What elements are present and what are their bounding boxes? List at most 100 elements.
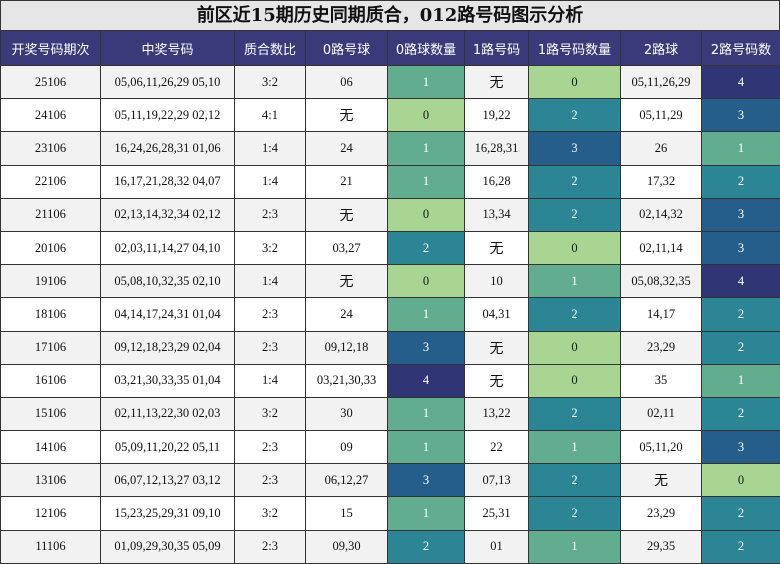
- cell-numbers: 15,23,25,29,31 09,10: [101, 497, 235, 530]
- cell-route2-count: 2: [702, 331, 780, 364]
- cell-ratio: 2:3: [235, 198, 306, 231]
- cell-route2-count: 1: [702, 132, 780, 165]
- cell-issue: 23106: [1, 132, 101, 165]
- cell-route0: 06: [306, 66, 388, 99]
- cell-issue: 20106: [1, 231, 101, 264]
- cell-route1-count: 1: [529, 265, 621, 298]
- cell-route1: 19,22: [465, 99, 529, 132]
- cell-route2-count: 3: [702, 231, 780, 264]
- cell-numbers: 05,09,11,20,22 05,11: [101, 431, 235, 464]
- cell-ratio: 1:4: [235, 265, 306, 298]
- cell-numbers: 05,06,11,26,29 05,10: [101, 66, 235, 99]
- cell-route0-count: 1: [388, 497, 465, 530]
- cell-route2: 05,08,32,35: [621, 265, 702, 298]
- header-ratio: 质合数比: [235, 31, 306, 66]
- cell-route1-count: 2: [529, 198, 621, 231]
- cell-issue: 12106: [1, 497, 101, 530]
- cell-route0: 无: [306, 265, 388, 298]
- cell-route1-count: 2: [529, 497, 621, 530]
- cell-issue: 13106: [1, 464, 101, 497]
- cell-route1: 无: [465, 364, 529, 397]
- cell-route2-count: 3: [702, 99, 780, 132]
- cell-issue: 18106: [1, 298, 101, 331]
- cell-issue: 14106: [1, 431, 101, 464]
- cell-ratio: 1:4: [235, 165, 306, 198]
- cell-route2-count: 0: [702, 464, 780, 497]
- cell-route1: 01: [465, 530, 529, 563]
- cell-issue: 11106: [1, 530, 101, 563]
- cell-route2-count: 4: [702, 66, 780, 99]
- cell-route0-count: 0: [388, 198, 465, 231]
- cell-ratio: 4:1: [235, 99, 306, 132]
- cell-route1-count: 0: [529, 231, 621, 264]
- cell-route0: 09,30: [306, 530, 388, 563]
- cell-route0-count: 3: [388, 464, 465, 497]
- cell-route0: 03,21,30,33: [306, 364, 388, 397]
- header-row: 开奖号码期次 中奖号码 质合数比 0路号球 0路球数量 1路号码 1路号码数量 …: [1, 31, 780, 66]
- cell-route2: 35: [621, 364, 702, 397]
- cell-route0: 24: [306, 132, 388, 165]
- cell-route0-count: 2: [388, 231, 465, 264]
- cell-numbers: 06,07,12,13,27 03,12: [101, 464, 235, 497]
- cell-route2: 17,32: [621, 165, 702, 198]
- cell-route2-count: 3: [702, 198, 780, 231]
- cell-route0-count: 1: [388, 397, 465, 430]
- cell-route2: 14,17: [621, 298, 702, 331]
- cell-route0-count: 2: [388, 530, 465, 563]
- cell-route2: 23,29: [621, 331, 702, 364]
- cell-route1: 22: [465, 431, 529, 464]
- cell-ratio: 3:2: [235, 66, 306, 99]
- cell-route2-count: 1: [702, 364, 780, 397]
- cell-route0: 24: [306, 298, 388, 331]
- cell-ratio: 3:2: [235, 397, 306, 430]
- cell-route1: 25,31: [465, 497, 529, 530]
- cell-ratio: 2:3: [235, 530, 306, 563]
- cell-route0-count: 4: [388, 364, 465, 397]
- cell-route1: 无: [465, 66, 529, 99]
- cell-route0: 09: [306, 431, 388, 464]
- cell-route1: 04,31: [465, 298, 529, 331]
- cell-route0-count: 1: [388, 431, 465, 464]
- cell-route0: 21: [306, 165, 388, 198]
- cell-route1: 10: [465, 265, 529, 298]
- cell-route0: 06,12,27: [306, 464, 388, 497]
- header-route0: 0路号球: [306, 31, 388, 66]
- cell-issue: 17106: [1, 331, 101, 364]
- cell-route0: 无: [306, 99, 388, 132]
- cell-issue: 19106: [1, 265, 101, 298]
- cell-route0-count: 1: [388, 165, 465, 198]
- cell-route2-count: 2: [702, 165, 780, 198]
- header-route2: 2路球: [621, 31, 702, 66]
- cell-ratio: 2:3: [235, 298, 306, 331]
- cell-route2: 02,11,14: [621, 231, 702, 264]
- analysis-table: 开奖号码期次 中奖号码 质合数比 0路号球 0路球数量 1路号码 1路号码数量 …: [0, 30, 780, 564]
- header-route2-count: 2路号码数: [702, 31, 780, 66]
- cell-route1: 无: [465, 331, 529, 364]
- cell-route0: 03,27: [306, 231, 388, 264]
- cell-issue: 24106: [1, 99, 101, 132]
- cell-numbers: 04,14,17,24,31 01,04: [101, 298, 235, 331]
- cell-ratio: 1:4: [235, 364, 306, 397]
- cell-route1-count: 0: [529, 364, 621, 397]
- cell-route0: 无: [306, 198, 388, 231]
- cell-route0-count: 1: [388, 66, 465, 99]
- cell-numbers: 02,03,11,14,27 04,10: [101, 231, 235, 264]
- cell-route2: 29,35: [621, 530, 702, 563]
- cell-issue: 15106: [1, 397, 101, 430]
- cell-route1: 13,22: [465, 397, 529, 430]
- cell-route2: 02,11: [621, 397, 702, 430]
- cell-route1-count: 1: [529, 431, 621, 464]
- cell-ratio: 2:3: [235, 331, 306, 364]
- cell-issue: 16106: [1, 364, 101, 397]
- header-issue: 开奖号码期次: [1, 31, 101, 66]
- cell-route1-count: 2: [529, 464, 621, 497]
